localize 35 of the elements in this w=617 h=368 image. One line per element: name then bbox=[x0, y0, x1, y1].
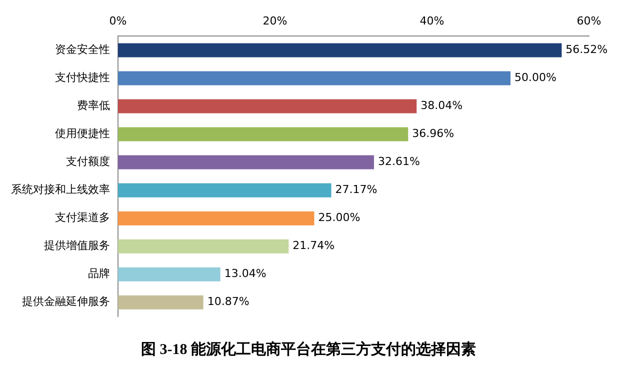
bar bbox=[118, 99, 417, 114]
data-label: 21.74% bbox=[292, 239, 335, 252]
x-tick-label: 60% bbox=[576, 14, 602, 28]
y-tick-label: 提供增值服务 bbox=[44, 239, 110, 252]
y-tick-label: 使用便捷性 bbox=[55, 127, 110, 140]
data-label: 56.52% bbox=[566, 43, 608, 56]
data-label: 38.04% bbox=[420, 99, 463, 112]
y-tick-label: 支付渠道多 bbox=[55, 211, 110, 224]
bar bbox=[118, 127, 408, 142]
x-tick-label: 20% bbox=[262, 14, 288, 28]
y-tick-label: 费率低 bbox=[77, 99, 110, 112]
bar bbox=[118, 155, 374, 170]
data-label: 32.61% bbox=[378, 155, 420, 168]
x-tick-label: 0% bbox=[109, 14, 127, 28]
data-label: 13.04% bbox=[224, 267, 266, 280]
y-tick-label: 支付快捷性 bbox=[55, 71, 110, 84]
y-tick-label: 资金安全性 bbox=[55, 43, 110, 56]
y-tick-label: 系统对接和上线效率 bbox=[11, 183, 110, 196]
text: 图 3-18 能源化工电商平台在第三方支付的选择因素 bbox=[140, 340, 477, 359]
data-label: 25.00% bbox=[318, 211, 360, 224]
data-label: 10.87% bbox=[207, 295, 250, 308]
bar bbox=[118, 183, 332, 198]
bar bbox=[118, 267, 220, 282]
y-tick-label: 支付额度 bbox=[66, 155, 110, 168]
x-tick-label: 40% bbox=[420, 14, 444, 28]
bar bbox=[118, 239, 289, 254]
bar bbox=[118, 211, 314, 226]
bar bbox=[118, 295, 204, 310]
data-label: 36.96% bbox=[412, 127, 454, 140]
y-tick-label: 提供金融延伸服务 bbox=[22, 295, 110, 308]
data-label: 50.00% bbox=[514, 71, 556, 84]
bar bbox=[118, 43, 562, 58]
data-label: 27.17% bbox=[335, 183, 378, 196]
y-tick-label: 品牌 bbox=[88, 267, 110, 280]
bar bbox=[118, 71, 510, 86]
